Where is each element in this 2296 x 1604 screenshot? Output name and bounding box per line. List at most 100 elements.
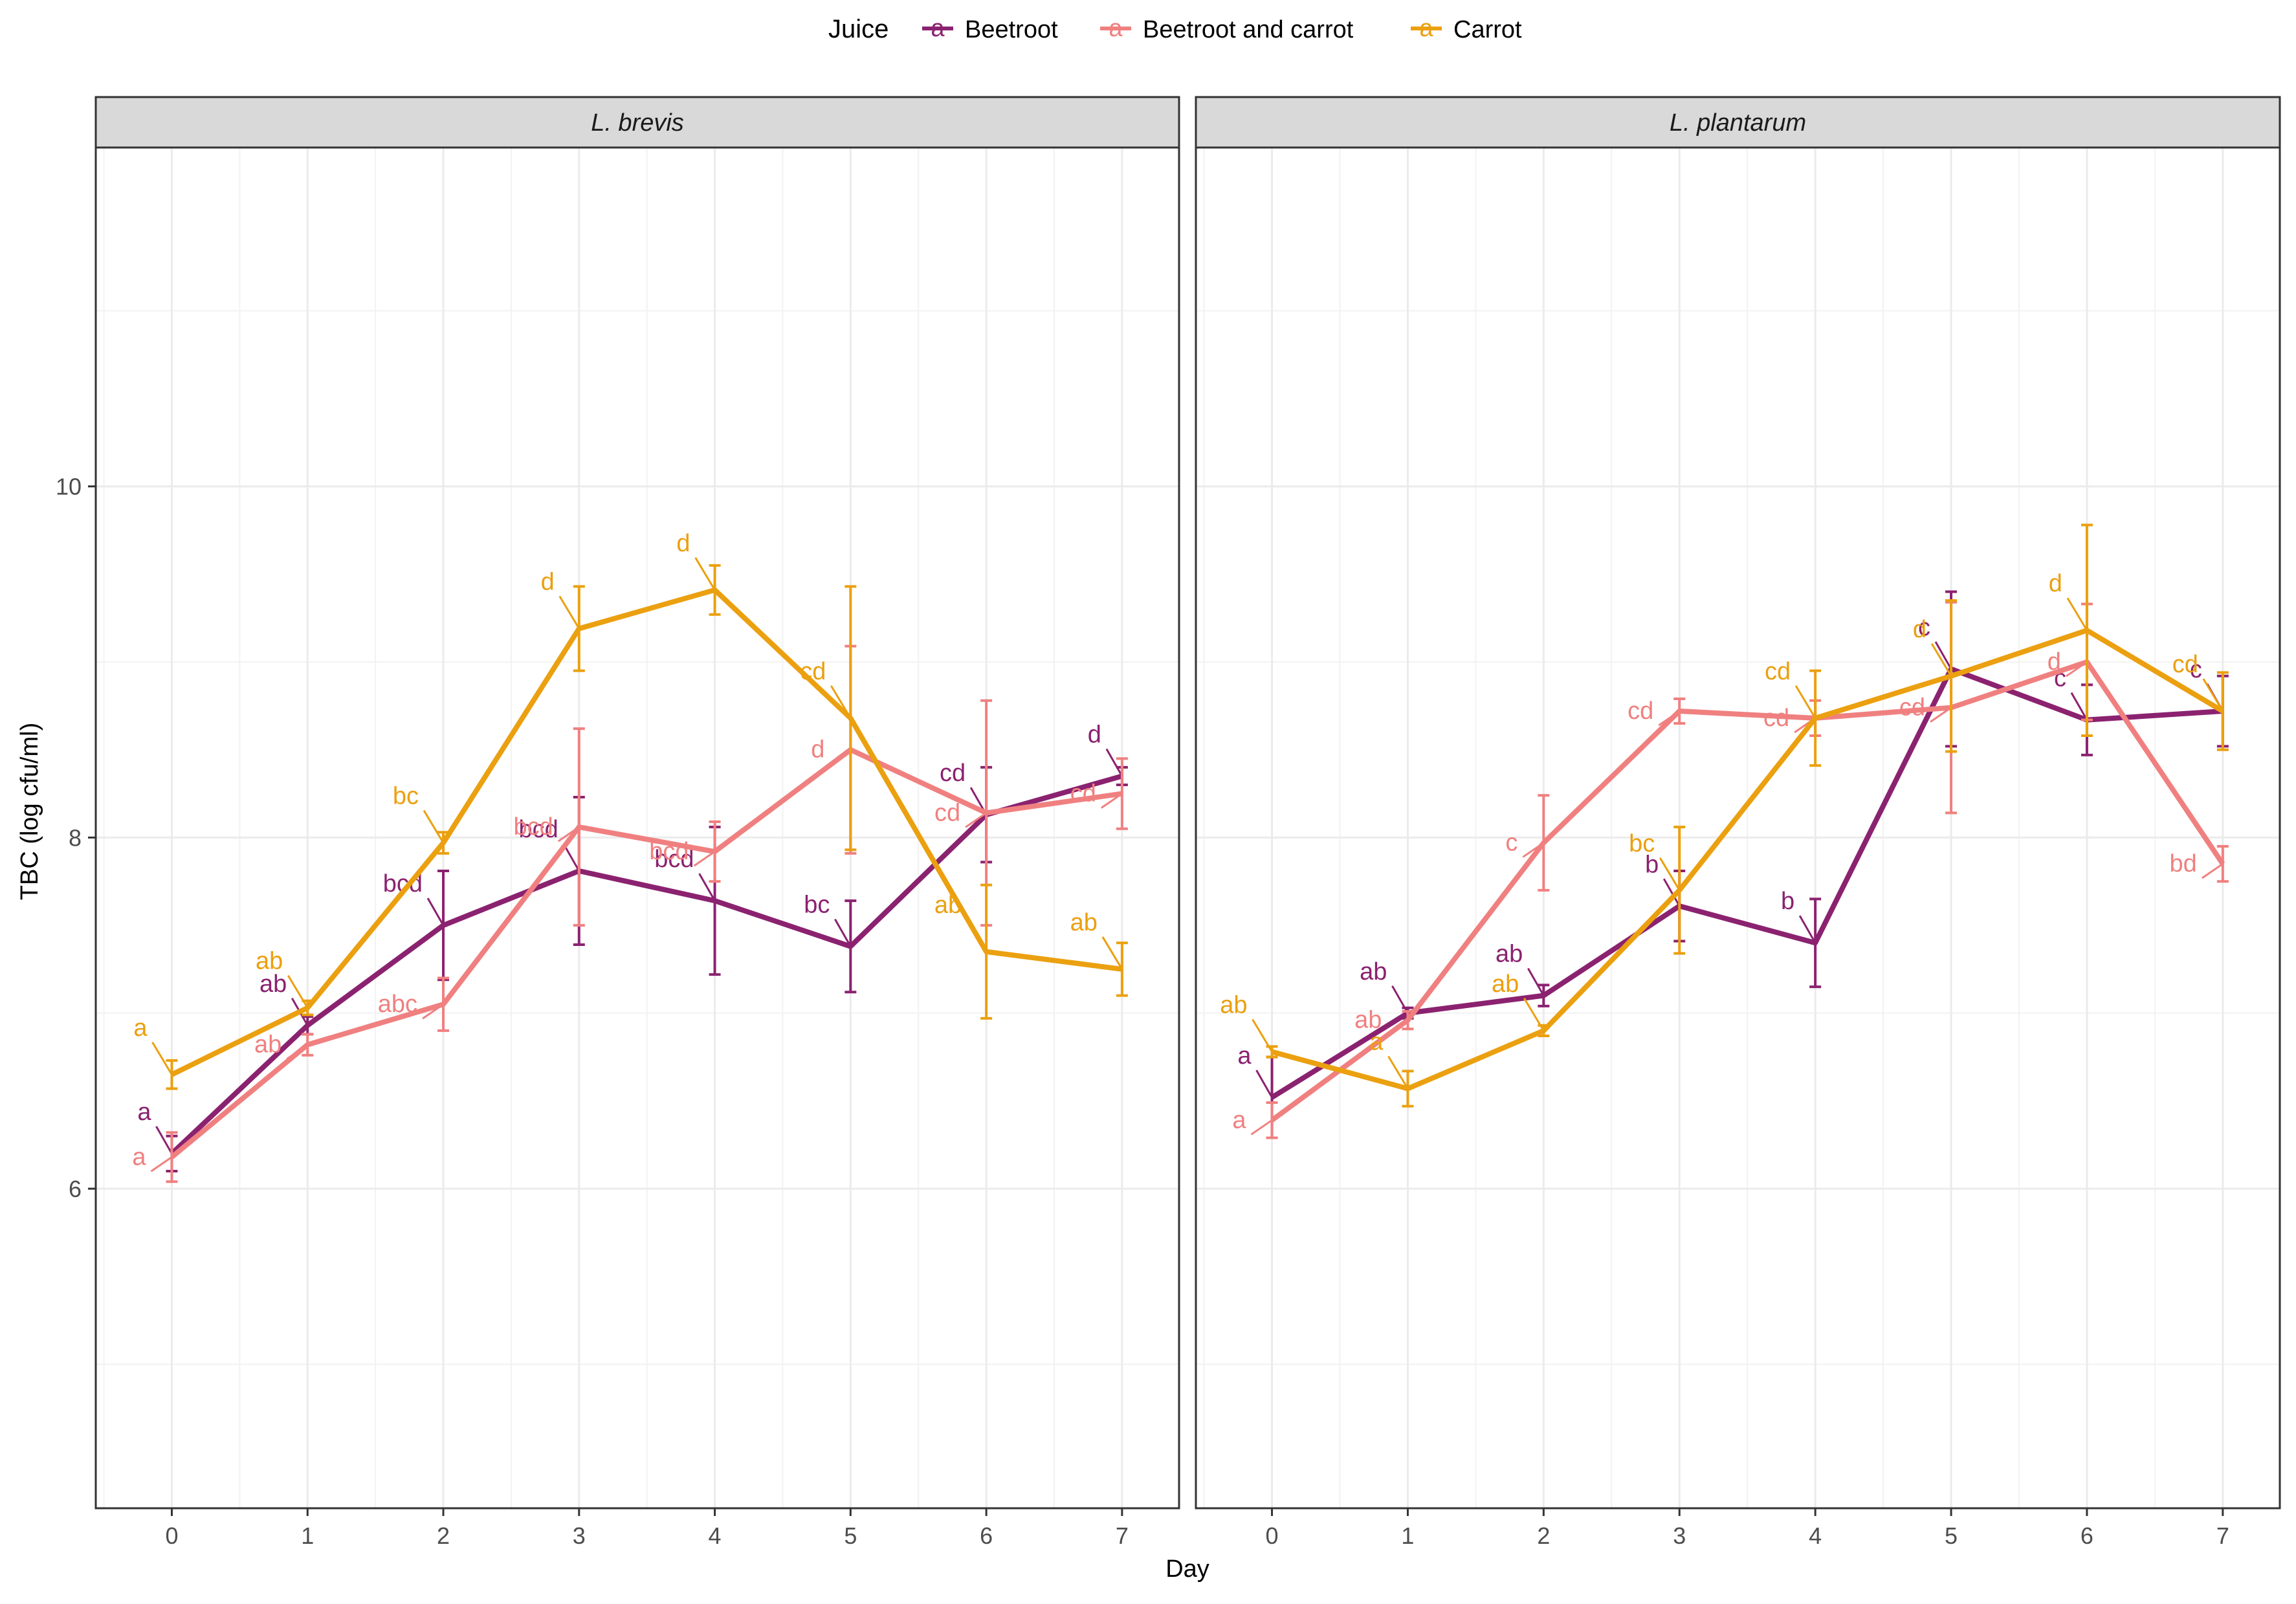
letter-leader [562,843,580,872]
group-letter-label: ab [1354,1007,1382,1034]
legend-title: Juice [828,15,889,43]
y-axis-title: TBC (log cfu/ml) [16,723,43,900]
letter-leader [286,1044,309,1060]
legend-label: Beetroot and carrot [1143,16,1354,43]
group-letter-label: a [1369,1028,1384,1055]
strip-background [1195,96,2281,149]
x-axis-tick-label: 7 [1116,1522,1129,1549]
letter-leader [1387,1055,1409,1090]
letter-leader [422,1003,444,1020]
letter-leader [1934,641,1952,670]
group-letter-label: ab [1492,971,1519,998]
letter-leader [1659,857,1681,891]
letter-leader [1391,985,1409,1014]
letter-leader [829,749,852,765]
x-axis-tick-label: 3 [1673,1522,1686,1549]
letter-leader [426,897,445,926]
group-letter-label: bcd [519,816,558,843]
group-letter-label: d [541,569,555,596]
series-line [170,587,1123,1077]
group-letter-label: bc [393,783,419,810]
group-letter-label: d [1913,616,1926,643]
y-axis-tick-label: 8 [69,824,82,851]
strip-background [94,96,1180,149]
letter-leader [693,850,716,867]
group-letter-label: ab [1070,909,1098,936]
group-letter-label: d [811,736,824,764]
letter-leader [423,809,445,844]
x-axis: 0 1 2 3 4 5 6 7 [165,1508,1129,1549]
group-letter-label: d [676,530,690,557]
letter-leader [1523,998,1545,1031]
x-axis-tick-label: 7 [2216,1522,2229,1549]
series-line [1270,666,2224,1100]
letter-leader [150,1156,173,1172]
letter-leader [1101,936,1123,970]
series-line [170,747,1123,1159]
group-letter-label: abc [378,991,417,1018]
group-letter-label: cd [1899,694,1925,721]
x-axis: 0 1 2 3 4 5 6 7 [1266,1508,2229,1549]
group-letter-label: ab [934,892,962,919]
x-axis-tick-label: 5 [1945,1522,1958,1549]
group-letter-label: bc [804,892,830,919]
group-letter-label: ab [1360,958,1387,985]
major-gridlines [96,148,1179,1508]
letter-leader [151,1041,173,1075]
letter-leader [830,685,852,719]
letter-leader [1930,707,1952,723]
group-letter-label: ab [1496,941,1523,968]
letter-leader [558,595,580,630]
letter-leader [1252,1018,1273,1053]
letter-leader [2201,862,2224,879]
group-letter-label: c [1505,829,1518,857]
group-letter-label: d [1088,721,1101,748]
letter-leader [2070,692,2088,721]
letter-leader [1255,1070,1273,1098]
group-letter-label: bcd [514,813,553,840]
legend-item-beetroot: a Beetroot [922,15,1058,43]
series-line [1270,659,2225,1123]
legend-item-beetroot-and-carrot: a Beetroot and carrot [1100,15,1354,43]
x-axis-tick-label: 6 [980,1522,993,1549]
group-letter-label: ab [259,971,287,998]
x-axis-tick-label: 0 [1266,1522,1279,1549]
group-letter-label: b [1645,851,1659,878]
group-letter-label: b [1781,888,1794,915]
letter-leader [1105,748,1123,777]
letter-leader [2066,661,2088,677]
x-axis-tick-label: 6 [2081,1522,2093,1549]
legend-label: Carrot [1453,16,1522,43]
strip-label: L. plantarum [1670,109,1806,137]
minor-gridlines [1196,148,2280,1508]
series-line [170,773,1123,1156]
legend-label: Beetroot [965,16,1058,43]
group-letter-label: ab [256,948,283,975]
letter-leader [1930,643,1952,677]
group-letter-label: d [2049,570,2062,597]
group-letter-label: d [2048,648,2061,676]
x-axis-tick-label: 0 [165,1522,178,1549]
group-letter-label: a [1232,1106,1246,1134]
letter-leader [1794,685,1816,719]
legend-key-glyph: a [1419,15,1433,42]
group-letter-label: a [1237,1042,1252,1070]
group-letter-label: c [2190,656,2202,683]
group-letter-label: ab [254,1031,281,1059]
x-axis-tick-label: 4 [709,1522,722,1549]
letter-leader [1662,878,1681,906]
letter-leader [2202,678,2224,712]
group-letter-label: ab [1220,991,1247,1018]
group-letter-label: bd [2170,850,2197,877]
panel-strip: L. brevis [94,96,1180,149]
letter-leader [557,826,580,842]
x-axis-title: Day [1165,1555,1209,1583]
group-letter-label: a [132,1143,146,1170]
legend-key-glyph: a [1109,15,1123,42]
letter-leader [698,873,716,901]
group-letter-label: cd [1070,780,1096,807]
panel-l-brevis: aabbcdbcdbcdbccddaababcbcdbcddcdcdaabbcd… [56,96,1180,1549]
